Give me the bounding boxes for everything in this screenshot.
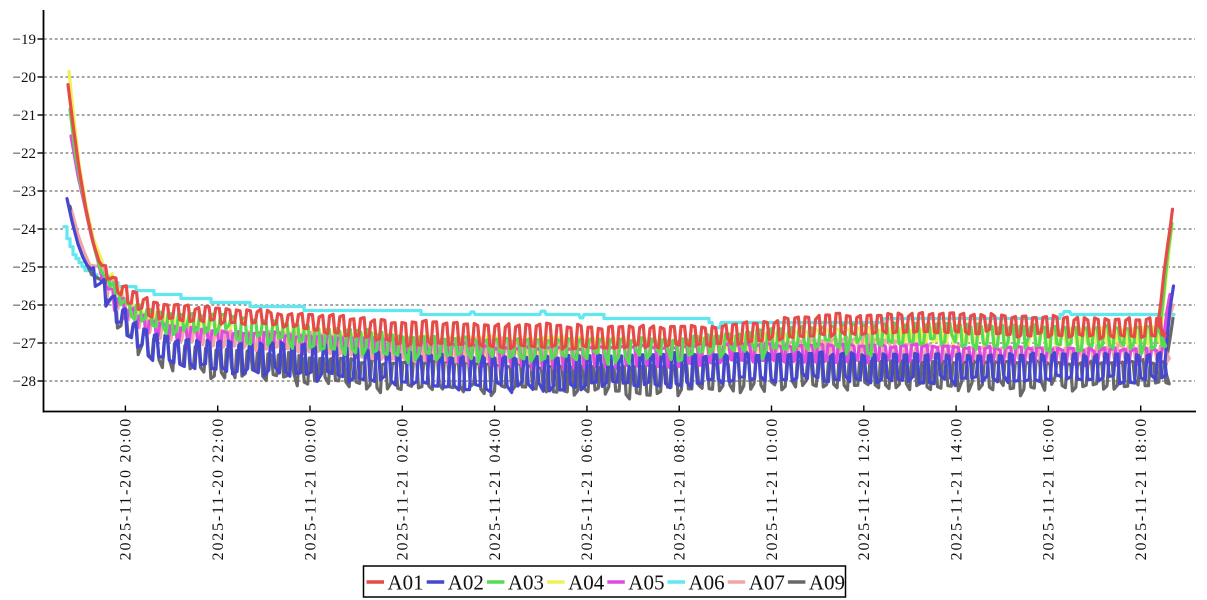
svg-text:2025-11-21 16:00: 2025-11-21 16:00 [1041, 417, 1058, 560]
svg-text:A07: A07 [749, 571, 785, 595]
svg-text:A06: A06 [689, 571, 725, 595]
svg-text:−27: −27 [13, 336, 37, 352]
svg-text:−20: −20 [13, 70, 36, 86]
svg-text:−21: −21 [13, 108, 36, 124]
svg-text:A04: A04 [568, 571, 605, 595]
svg-text:2025-11-21 00:00: 2025-11-21 00:00 [302, 417, 319, 560]
svg-text:2025-11-21 04:00: 2025-11-21 04:00 [487, 417, 504, 560]
svg-text:−24: −24 [13, 222, 37, 238]
svg-text:2025-11-21 06:00: 2025-11-21 06:00 [579, 417, 596, 560]
svg-text:−28: −28 [13, 374, 36, 390]
svg-text:2025-11-21 14:00: 2025-11-21 14:00 [948, 417, 965, 560]
svg-text:−23: −23 [13, 184, 36, 200]
svg-text:A09: A09 [809, 571, 845, 595]
svg-text:−25: −25 [13, 260, 36, 276]
svg-text:−22: −22 [13, 146, 36, 162]
svg-text:2025-11-21 08:00: 2025-11-21 08:00 [672, 417, 689, 560]
svg-text:2025-11-21 10:00: 2025-11-21 10:00 [764, 417, 781, 560]
svg-text:−26: −26 [13, 298, 37, 314]
svg-text:−19: −19 [13, 32, 36, 48]
svg-text:2025-11-20 22:00: 2025-11-20 22:00 [210, 417, 227, 560]
svg-text:A05: A05 [628, 571, 664, 595]
svg-text:A03: A03 [508, 571, 544, 595]
svg-text:A01: A01 [388, 571, 424, 595]
svg-text:2025-11-21 02:00: 2025-11-21 02:00 [395, 417, 412, 560]
svg-text:2025-11-21 18:00: 2025-11-21 18:00 [1133, 417, 1150, 560]
svg-text:A02: A02 [448, 571, 484, 595]
svg-text:2025-11-20 20:00: 2025-11-20 20:00 [118, 417, 135, 560]
svg-text:2025-11-21 12:00: 2025-11-21 12:00 [856, 417, 873, 560]
